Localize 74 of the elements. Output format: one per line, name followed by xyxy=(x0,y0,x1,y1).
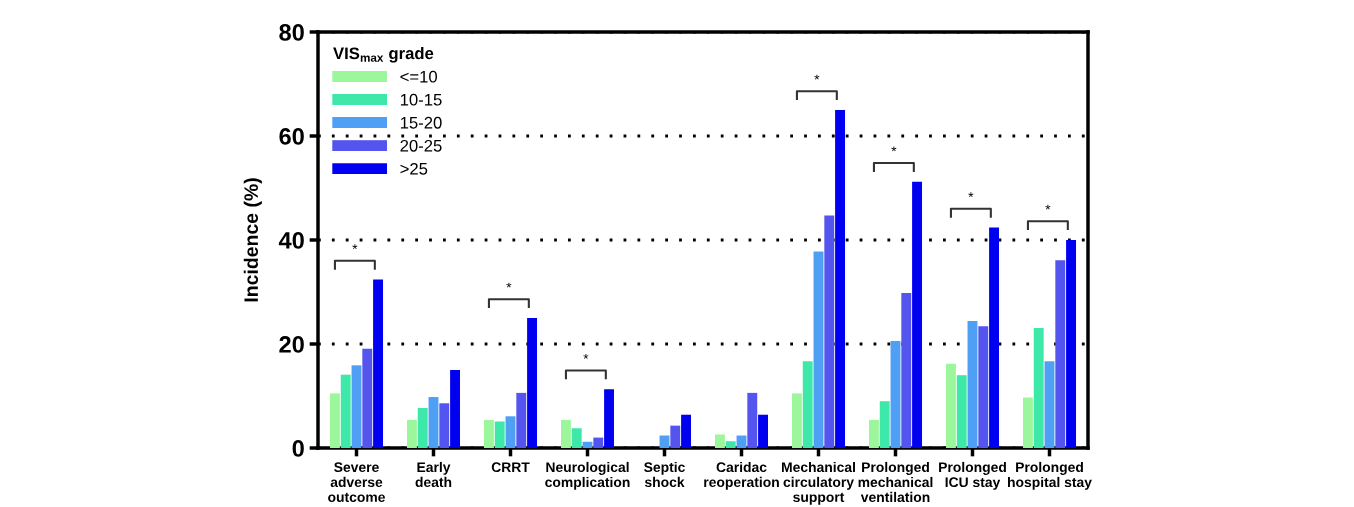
annotation: * xyxy=(1045,204,1051,210)
bar xyxy=(1033,327,1044,448)
legend-label: 15-20 xyxy=(400,116,442,129)
bar xyxy=(406,419,417,448)
bar xyxy=(824,215,835,448)
x-tick-label: Severe adverse outcome xyxy=(328,462,385,503)
bar xyxy=(802,361,813,448)
x-tick-label: Neurological complication xyxy=(545,461,630,490)
bar xyxy=(879,401,890,448)
bar xyxy=(362,348,373,448)
annotation: * xyxy=(968,192,974,198)
y-tick-label: 20 xyxy=(279,336,304,353)
x-tick-label: Mechanical circulatory support xyxy=(781,461,855,505)
bar xyxy=(516,392,527,448)
bar xyxy=(945,363,956,448)
bar xyxy=(901,293,912,448)
legend-label: <=10 xyxy=(400,70,438,83)
y-tick-label: 60 xyxy=(279,128,304,145)
x-tick-label: Caridac reoperation xyxy=(704,461,779,490)
y-tick-label: 0 xyxy=(292,440,304,457)
annotation: * xyxy=(891,146,897,152)
bar xyxy=(868,419,879,448)
bar xyxy=(428,397,439,448)
x-tick-label: Prolonged mechanical ventilation xyxy=(858,461,933,503)
bar xyxy=(1022,397,1033,448)
bar xyxy=(604,389,615,448)
bar xyxy=(758,414,769,448)
legend-title: VIS$_{max}$ grade xyxy=(333,47,434,63)
bar xyxy=(670,425,681,448)
bar xyxy=(791,393,802,448)
bar xyxy=(450,370,461,448)
bar xyxy=(681,414,692,448)
legend-label: 20-25 xyxy=(400,139,442,152)
bar xyxy=(912,181,923,448)
bar xyxy=(373,279,384,448)
x-tick-label: Septic shock xyxy=(644,461,685,488)
bar xyxy=(956,375,967,448)
bar xyxy=(1055,260,1066,448)
bar xyxy=(1044,361,1055,448)
annotation: * xyxy=(506,282,512,288)
legend-label: 10-15 xyxy=(400,93,442,106)
bar xyxy=(978,326,989,448)
x-tick-label: Prolonged ICU stay xyxy=(939,461,1006,490)
bar xyxy=(329,393,340,448)
y-tick-label: 40 xyxy=(278,232,304,249)
bar xyxy=(593,437,604,448)
bar xyxy=(747,392,758,448)
bar xyxy=(494,421,505,448)
legend-label: >25 xyxy=(400,162,428,175)
annotation: * xyxy=(814,74,820,80)
bar xyxy=(1066,240,1077,448)
annotation: * xyxy=(352,244,358,250)
y-tick-label: 80 xyxy=(279,24,304,41)
bar xyxy=(571,428,582,448)
bar xyxy=(967,321,978,448)
bar xyxy=(560,419,571,448)
y-axis-title: Incidence (%) xyxy=(243,178,262,302)
bar xyxy=(483,419,494,448)
x-tick-label: Early death xyxy=(415,461,452,488)
bar xyxy=(890,340,901,448)
bar xyxy=(527,318,538,448)
bar xyxy=(351,365,362,448)
bar xyxy=(813,251,824,448)
bar xyxy=(340,374,351,448)
x-tick-label: Prolonged hospital stay xyxy=(1008,461,1092,490)
x-tick-label: CRRT xyxy=(491,462,530,473)
bar xyxy=(989,227,1000,448)
bar xyxy=(725,441,736,448)
annotation: * xyxy=(583,353,589,359)
bar xyxy=(439,403,450,448)
bar xyxy=(505,416,516,448)
bar xyxy=(835,110,846,448)
bar xyxy=(714,434,725,448)
bar xyxy=(417,407,428,448)
